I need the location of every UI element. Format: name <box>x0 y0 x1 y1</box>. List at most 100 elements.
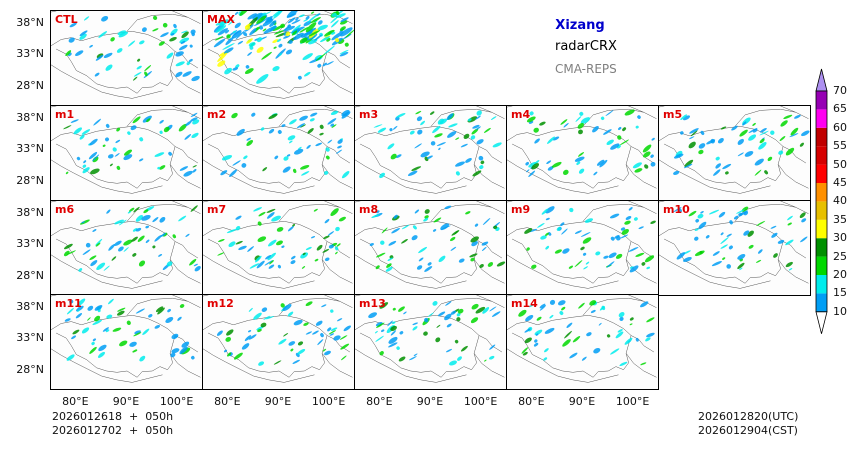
colorbar-tick-label: 70 <box>833 84 847 97</box>
echo-cell <box>340 343 350 350</box>
echo-cell <box>143 71 152 79</box>
echo-cell <box>537 222 545 228</box>
valid-time-cst: 2026012904(CST) <box>698 424 798 437</box>
echo-cell <box>388 240 397 246</box>
echo-cell <box>273 30 284 35</box>
echo-cell <box>331 31 344 41</box>
y-tick-label: 38°N <box>16 15 44 29</box>
echo-cell <box>221 154 233 161</box>
y-tick-label: 38°N <box>16 205 44 219</box>
echo-cell <box>81 327 90 334</box>
border-line <box>355 201 505 214</box>
echo-cell <box>76 156 81 161</box>
echo-cell <box>545 206 555 214</box>
echo-cell <box>411 235 418 241</box>
border-line <box>582 203 644 222</box>
echo-cell <box>317 24 328 31</box>
echo-cell <box>729 220 733 225</box>
echo-cell <box>386 263 392 268</box>
echo-cell <box>222 43 235 50</box>
echo-cell <box>436 142 446 147</box>
echo-cell <box>398 306 405 312</box>
border-line <box>430 203 492 222</box>
echo-cell <box>438 147 441 151</box>
echo-cell <box>387 257 393 262</box>
border-line <box>203 254 315 289</box>
y-tick-label: 28°N <box>16 79 44 92</box>
echo-cell <box>247 13 257 20</box>
echo-cell <box>287 226 294 232</box>
echo-cell <box>105 64 113 71</box>
echo-cell <box>490 116 497 121</box>
echo-cell <box>698 149 704 155</box>
echo-cell <box>756 220 766 226</box>
echo-cell <box>392 125 398 130</box>
echo-cell <box>116 48 123 53</box>
echo-cell <box>387 320 393 327</box>
border-line <box>51 201 201 214</box>
echo-cell <box>697 213 704 219</box>
echo-cell <box>191 355 195 360</box>
echo-cell <box>596 159 605 166</box>
echo-cell <box>673 170 680 175</box>
echo-cell <box>331 13 337 17</box>
echo-cell <box>154 235 162 242</box>
echo-cell <box>742 121 747 126</box>
border-line <box>51 315 176 378</box>
echo-cell <box>322 348 327 352</box>
echo-cell <box>725 171 729 175</box>
echo-cell <box>621 228 629 235</box>
x-tick-label: 80°E <box>214 395 241 408</box>
echo-cell <box>247 51 252 56</box>
echo-cell <box>112 147 117 152</box>
echo-cell <box>748 244 754 249</box>
echo-cell <box>376 322 385 328</box>
border-line <box>777 259 809 284</box>
echo-cell <box>614 235 620 239</box>
panel-label: m11 <box>55 297 82 310</box>
echo-cell <box>568 265 574 269</box>
map-m11 <box>51 295 201 383</box>
echo-cell <box>257 221 262 226</box>
echo-cell <box>288 341 296 346</box>
echo-cell <box>757 249 763 254</box>
echo-cell <box>415 110 422 115</box>
echo-cell <box>66 354 75 361</box>
echo-cell <box>82 164 87 168</box>
echo-cell <box>246 38 253 44</box>
echo-cell <box>331 20 339 28</box>
echo-cell <box>324 350 331 356</box>
echo-cell <box>533 342 539 347</box>
echo-cell <box>160 32 169 38</box>
border-line <box>51 64 163 99</box>
border-line <box>326 335 351 353</box>
echo-cell <box>293 168 297 174</box>
echo-cell <box>545 245 550 250</box>
echo-cell <box>369 243 374 246</box>
echo-cell <box>331 31 336 35</box>
echo-cell <box>191 75 200 82</box>
echo-cell <box>194 266 201 272</box>
echo-cell <box>641 262 646 266</box>
echo-cell <box>286 11 299 18</box>
echo-cell <box>284 25 291 31</box>
echo-cell <box>97 351 106 358</box>
echo-cell <box>265 254 272 260</box>
colorbar-segment <box>816 164 827 183</box>
echo-cell <box>625 215 632 221</box>
y-tick-label: 38°N <box>16 110 44 124</box>
echo-cell <box>296 123 306 129</box>
echo-cell <box>371 214 380 219</box>
echo-cell <box>78 268 83 272</box>
echo-cell <box>629 323 633 326</box>
echo-cell <box>592 125 599 133</box>
echo-cell <box>722 163 732 170</box>
echo-cell <box>712 251 720 256</box>
echo-cell <box>345 29 354 38</box>
echo-cell <box>423 217 429 222</box>
echo-cell <box>309 118 315 122</box>
echo-cell <box>131 236 138 242</box>
echo-cell <box>189 258 197 266</box>
echo-cell <box>305 246 312 251</box>
echo-cell <box>123 247 129 252</box>
